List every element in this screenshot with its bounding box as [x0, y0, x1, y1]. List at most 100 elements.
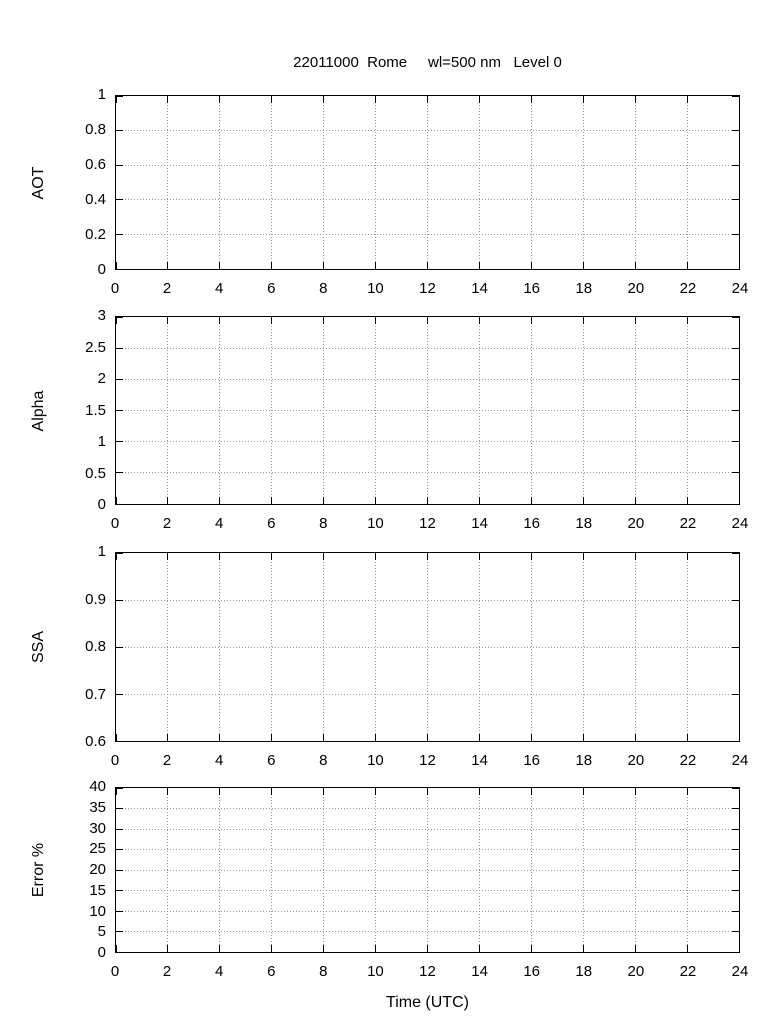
plot-area-ssa	[115, 552, 740, 742]
grid-line-horizontal	[116, 828, 739, 830]
x-tick-label: 24	[731, 963, 749, 980]
tick-mark-top	[271, 788, 273, 795]
tick-mark-left	[116, 931, 123, 932]
tick-mark-bottom	[478, 497, 480, 504]
tick-mark-top	[115, 96, 117, 103]
x-tick-label: 8	[319, 752, 328, 769]
tick-mark-top	[478, 317, 480, 324]
tick-mark-left	[116, 410, 123, 411]
tick-mark-bottom	[634, 497, 636, 504]
tick-mark-bottom	[115, 945, 117, 952]
tick-mark-left	[116, 890, 123, 891]
grid-line-horizontal	[116, 410, 739, 411]
tick-mark-right	[732, 316, 739, 318]
x-tick-label: 0	[110, 515, 120, 532]
tick-mark-top	[634, 317, 636, 324]
plot-area-aot	[115, 95, 740, 270]
tick-mark-top	[686, 317, 688, 324]
x-tick-label: 20	[627, 280, 645, 297]
tick-mark-right	[732, 869, 739, 871]
tick-mark-left	[116, 347, 123, 349]
tick-mark-left	[116, 199, 123, 201]
grid-line-horizontal	[116, 164, 739, 166]
tick-mark-bottom	[478, 945, 480, 952]
tick-mark-bottom	[219, 262, 221, 269]
x-tick-label: 6	[267, 752, 276, 769]
tick-mark-top	[478, 553, 480, 560]
x-tick-label: 0	[110, 963, 120, 980]
tick-mark-top	[738, 788, 740, 795]
tick-mark-top	[686, 553, 688, 560]
tick-mark-right	[732, 199, 739, 201]
tick-mark-top	[582, 788, 584, 795]
tick-mark-bottom	[738, 945, 740, 952]
grid-line-vertical	[530, 96, 532, 269]
tick-mark-bottom	[530, 945, 532, 952]
tick-mark-bottom	[219, 734, 221, 741]
x-tick-label: 2	[162, 963, 172, 980]
grid-line-horizontal	[116, 646, 739, 648]
tick-mark-top	[738, 317, 740, 324]
y-tick-label: 20	[89, 861, 106, 878]
tick-mark-right	[732, 951, 739, 953]
tick-mark-bottom	[634, 945, 636, 952]
tick-mark-top	[115, 788, 117, 795]
tick-mark-bottom	[271, 945, 273, 952]
grid-line-horizontal	[116, 849, 739, 850]
tick-mark-right	[732, 441, 739, 443]
grid-line-horizontal	[116, 910, 739, 912]
grid-line-vertical	[271, 96, 273, 269]
tick-mark-left	[116, 95, 123, 97]
tick-mark-top	[115, 553, 117, 560]
tick-mark-right	[732, 503, 739, 505]
tick-mark-top	[219, 553, 221, 560]
grid-line-vertical	[427, 96, 428, 269]
tick-mark-top	[530, 553, 532, 560]
x-tick-label: 10	[367, 515, 384, 532]
x-tick-label: 16	[523, 963, 540, 980]
tick-mark-bottom	[738, 262, 740, 269]
y-tick-label: 25	[89, 840, 106, 858]
tick-mark-top	[167, 96, 169, 103]
y-tick-label: 2	[97, 370, 106, 387]
panel-aot: 0 2 4 6 8 10 12 14 16 18 20 22 24 0 0.2 0.4 0.6 0.8 1 AOT	[0, 87, 768, 298]
x-tick-label: 4	[214, 963, 224, 980]
y-tick-label: 0	[97, 496, 106, 513]
tick-mark-top	[582, 317, 584, 324]
tick-mark-right	[732, 552, 739, 554]
tick-mark-bottom	[530, 262, 532, 269]
tick-mark-top	[738, 96, 740, 103]
x-tick-label: 14	[471, 280, 488, 297]
grid-line-horizontal	[116, 869, 739, 871]
x-tick-label: 6	[267, 515, 276, 532]
tick-mark-bottom	[167, 262, 169, 269]
grid-line-vertical	[686, 96, 688, 269]
grid-line-horizontal	[116, 808, 739, 809]
tick-mark-bottom	[478, 262, 480, 269]
tick-mark-right	[732, 646, 739, 648]
tick-mark-top	[375, 788, 377, 795]
tick-mark-bottom	[582, 945, 584, 952]
y-tick-label: 0.6	[85, 156, 106, 173]
x-tick-label: 18	[575, 280, 593, 297]
tick-mark-right	[732, 378, 739, 380]
tick-mark-top	[271, 317, 273, 324]
x-tick-label: 20	[627, 515, 645, 532]
tick-mark-top	[427, 553, 428, 560]
x-tick-label: 12	[419, 752, 436, 769]
grid-line-horizontal	[116, 693, 739, 695]
tick-mark-bottom	[686, 497, 688, 504]
tick-mark-bottom	[738, 734, 740, 741]
tick-mark-right	[732, 233, 739, 235]
tick-mark-right	[732, 410, 739, 411]
grid-line-vertical	[167, 96, 169, 269]
grid-line-vertical	[478, 96, 480, 269]
grid-line-horizontal	[116, 199, 739, 201]
x-tick-label: 18	[575, 752, 593, 769]
y-tick-label: 35	[89, 798, 106, 816]
y-tick-label: 0.7	[85, 685, 106, 703]
tick-mark-top	[271, 553, 273, 560]
x-tick-label: 10	[367, 752, 384, 769]
grid-line-vertical	[219, 96, 221, 269]
